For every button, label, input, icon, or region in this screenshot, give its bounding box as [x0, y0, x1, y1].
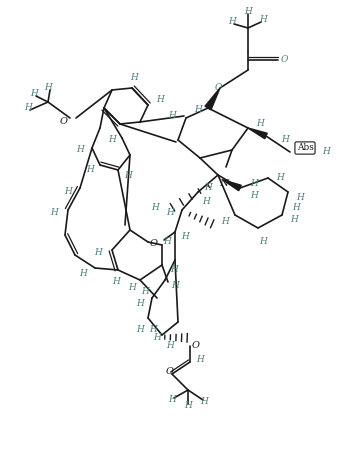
Text: H: H	[276, 173, 284, 182]
Text: H: H	[50, 208, 58, 218]
Text: H: H	[156, 95, 164, 105]
Text: H: H	[170, 266, 178, 274]
Text: H: H	[108, 135, 116, 145]
Text: Abs: Abs	[297, 144, 313, 153]
Text: H: H	[221, 218, 229, 226]
Text: O: O	[166, 367, 174, 377]
Text: H: H	[94, 248, 102, 258]
Text: H: H	[124, 171, 132, 179]
Text: H: H	[130, 73, 138, 82]
Text: H: H	[76, 146, 84, 154]
Text: H: H	[168, 111, 176, 120]
Polygon shape	[205, 88, 220, 110]
Text: H: H	[79, 268, 87, 278]
Text: H: H	[153, 333, 161, 343]
Text: H: H	[141, 287, 149, 297]
Text: O: O	[280, 55, 288, 65]
Text: H: H	[202, 198, 210, 206]
Text: H: H	[194, 106, 202, 114]
Text: H: H	[136, 299, 144, 307]
Text: H: H	[128, 284, 136, 292]
Text: O: O	[60, 118, 68, 126]
Text: H: H	[168, 396, 176, 405]
Text: H: H	[296, 193, 304, 201]
Text: H: H	[259, 15, 267, 25]
Text: H: H	[228, 18, 236, 27]
Text: H: H	[136, 326, 144, 334]
Text: H: H	[151, 202, 159, 212]
Text: H: H	[204, 184, 212, 193]
Text: N: N	[220, 179, 228, 187]
Text: H: H	[64, 186, 72, 195]
Text: H: H	[44, 84, 52, 93]
Text: H: H	[112, 278, 120, 286]
Text: H: H	[166, 208, 174, 218]
Text: H: H	[149, 326, 157, 334]
Text: H: H	[250, 192, 258, 200]
Text: H: H	[166, 340, 174, 350]
Text: H: H	[281, 135, 289, 145]
Text: H: H	[181, 232, 189, 241]
Text: H: H	[200, 398, 208, 406]
Text: H: H	[250, 179, 258, 187]
Text: H: H	[196, 354, 204, 364]
Text: H: H	[184, 401, 192, 411]
Polygon shape	[248, 128, 267, 139]
Text: O: O	[150, 239, 158, 248]
Text: H: H	[30, 89, 38, 99]
Text: H: H	[322, 147, 330, 157]
Text: H: H	[244, 7, 252, 16]
Text: H: H	[171, 280, 179, 290]
Text: H: H	[256, 119, 264, 127]
Text: H: H	[290, 215, 298, 225]
Text: H: H	[86, 166, 94, 174]
Text: H: H	[24, 104, 32, 113]
Text: H: H	[163, 238, 171, 246]
Text: O: O	[214, 84, 222, 93]
Text: O: O	[192, 341, 200, 351]
Polygon shape	[223, 180, 241, 191]
Text: H: H	[292, 202, 300, 212]
Text: H: H	[259, 238, 267, 246]
